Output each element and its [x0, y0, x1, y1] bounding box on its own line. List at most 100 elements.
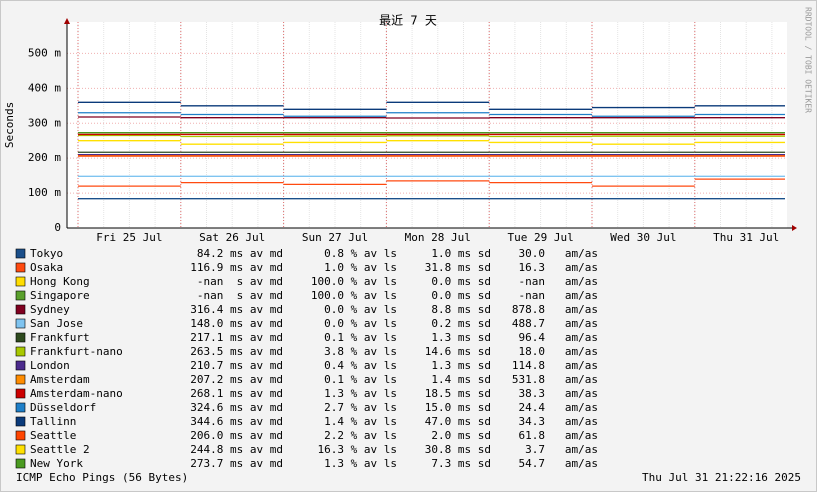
legend-stat: 1.0 % av ls — [324, 261, 397, 274]
legend-swatch — [15, 332, 26, 343]
x-tick-label: Wed 30 Jul — [610, 231, 676, 244]
x-tick-label: Sat 26 Jul — [199, 231, 265, 244]
legend-swatch — [15, 346, 26, 357]
legend-swatch — [15, 430, 26, 441]
legend-stat: 488.7 am/as — [512, 317, 598, 330]
legend-stat: 0.8 % av ls — [324, 247, 397, 260]
legend-swatch — [15, 248, 26, 259]
legend-swatch — [15, 444, 26, 455]
legend-stat: 16.3 % av ls — [318, 443, 397, 456]
legend-swatch — [15, 304, 26, 315]
y-axis-arrow — [64, 18, 70, 24]
legend-stat: 3.7 am/as — [525, 443, 598, 456]
legend-name: Tokyo — [30, 247, 63, 260]
legend-stat: 38.3 am/as — [519, 387, 598, 400]
marks — [78, 101, 785, 200]
legend-stat: 263.5 ms av md — [190, 345, 283, 358]
legend-stat: 316.4 ms av md — [190, 303, 283, 316]
legend: Tokyo 84.2 ms av md 0.8 % av ls 1.0 ms sd 30… — [15, 247, 598, 470]
legend-stat: 0.2 ms sd — [431, 317, 491, 330]
legend-name: London — [30, 359, 70, 372]
legend-swatch — [15, 318, 26, 329]
legend-swatch — [15, 374, 26, 385]
legend-swatch — [15, 458, 26, 469]
y-axis-label: Seconds — [3, 102, 16, 148]
legend-stat: 1.4 ms sd — [431, 373, 491, 386]
legend-swatch — [15, 290, 26, 301]
side-label: RRDTOOL / TOBI OETIKER — [804, 7, 813, 113]
legend-stat: 24.4 am/as — [519, 401, 598, 414]
legend-stat: -nan s av md — [197, 289, 283, 302]
legend-stat: 61.8 am/as — [519, 429, 598, 442]
legend-stat: 344.6 ms av md — [190, 415, 283, 428]
legend-name: Amsterdam-nano — [30, 387, 123, 400]
legend-name: Seattle 2 — [30, 443, 90, 456]
footer-left: ICMP Echo Pings (56 Bytes) — [16, 471, 188, 484]
legend-stat: 7.3 ms sd — [431, 457, 491, 470]
legend-stat: 0.0 % av ls — [324, 317, 397, 330]
legend-stat: 14.6 ms sd — [425, 345, 491, 358]
y-tick-label: 300 m — [28, 116, 61, 129]
legend-stat: 210.7 ms av md — [190, 359, 283, 372]
legend-stat: 2.2 % av ls — [324, 429, 397, 442]
legend-stat: 1.3 ms sd — [431, 331, 491, 344]
legend-stat: 0.0 ms sd — [431, 275, 491, 288]
legend-swatch — [15, 262, 26, 273]
legend-stat: 114.8 am/as — [512, 359, 598, 372]
legend-stat: 18.5 ms sd — [425, 387, 491, 400]
legend-stat: 0.1 % av ls — [324, 331, 397, 344]
legend-stat: 1.3 % av ls — [324, 457, 397, 470]
legend-stat: 47.0 ms sd — [425, 415, 491, 428]
legend-name: San Jose — [30, 317, 83, 330]
legend-stat: 15.0 ms sd — [425, 401, 491, 414]
legend-stat: 1.0 ms sd — [431, 247, 491, 260]
legend-stat: 100.0 % av ls — [311, 275, 397, 288]
legend-stat: 34.3 am/as — [519, 415, 598, 428]
legend-name: Amsterdam — [30, 373, 90, 386]
legend-stat: 3.8 % av ls — [324, 345, 397, 358]
legend-stat: 268.1 ms av md — [190, 387, 283, 400]
legend-name: Osaka — [30, 261, 63, 274]
footer-right: Thu Jul 31 21:22:16 2025 — [642, 471, 801, 484]
x-axis-arrow — [792, 225, 797, 231]
legend-swatch — [15, 416, 26, 427]
x-tick-label: Mon 28 Jul — [405, 231, 471, 244]
x-tick-label: Thu 31 Jul — [713, 231, 779, 244]
x-tick-label: Sun 27 Jul — [302, 231, 368, 244]
legend-swatch — [15, 402, 26, 413]
legend-stat: 0.4 % av ls — [324, 359, 397, 372]
legend-name: New York — [30, 457, 83, 470]
legend-name: Hong Kong — [30, 275, 90, 288]
legend-stat: 2.0 ms sd — [431, 429, 491, 442]
legend-stat: 116.9 ms av md — [190, 261, 283, 274]
legend-stat: 1.4 % av ls — [324, 415, 397, 428]
x-tick-label: Fri 25 Jul — [96, 231, 162, 244]
legend-stat: 217.1 ms av md — [190, 331, 283, 344]
legend-stat: 207.2 ms av md — [190, 373, 283, 386]
legend-name: Düsseldorf — [30, 401, 96, 414]
legend-stat: 148.0 ms av md — [190, 317, 283, 330]
legend-stat: 100.0 % av ls — [311, 289, 397, 302]
legend-stat: 1.3 ms sd — [431, 359, 491, 372]
legend-stat: -nan s av md — [197, 275, 283, 288]
legend-stat: 2.7 % av ls — [324, 401, 397, 414]
legend-swatch — [15, 388, 26, 399]
legend-name: Sydney — [30, 303, 70, 316]
legend-stat: 244.8 ms av md — [190, 443, 283, 456]
y-tick-label: 100 m — [28, 186, 61, 199]
legend-name: Frankfurt-nano — [30, 345, 123, 358]
legend-stat: 54.7 am/as — [519, 457, 598, 470]
legend-swatch — [15, 276, 26, 287]
legend-name: Seattle — [30, 429, 76, 442]
legend-stat: 8.8 ms sd — [431, 303, 491, 316]
y-tick-label: 400 m — [28, 81, 61, 94]
legend-stat: 0.0 ms sd — [431, 289, 491, 302]
legend-stat: 0.0 % av ls — [324, 303, 397, 316]
legend-name: Singapore — [30, 289, 90, 302]
legend-stat: -nan am/as — [519, 289, 598, 302]
legend-stat: 31.8 ms sd — [425, 261, 491, 274]
y-tick-label: 200 m — [28, 151, 61, 164]
legend-name: Frankfurt — [30, 331, 90, 344]
chart-title: 最近 7 天 — [379, 14, 437, 28]
legend-stat: 273.7 ms av md — [190, 457, 283, 470]
